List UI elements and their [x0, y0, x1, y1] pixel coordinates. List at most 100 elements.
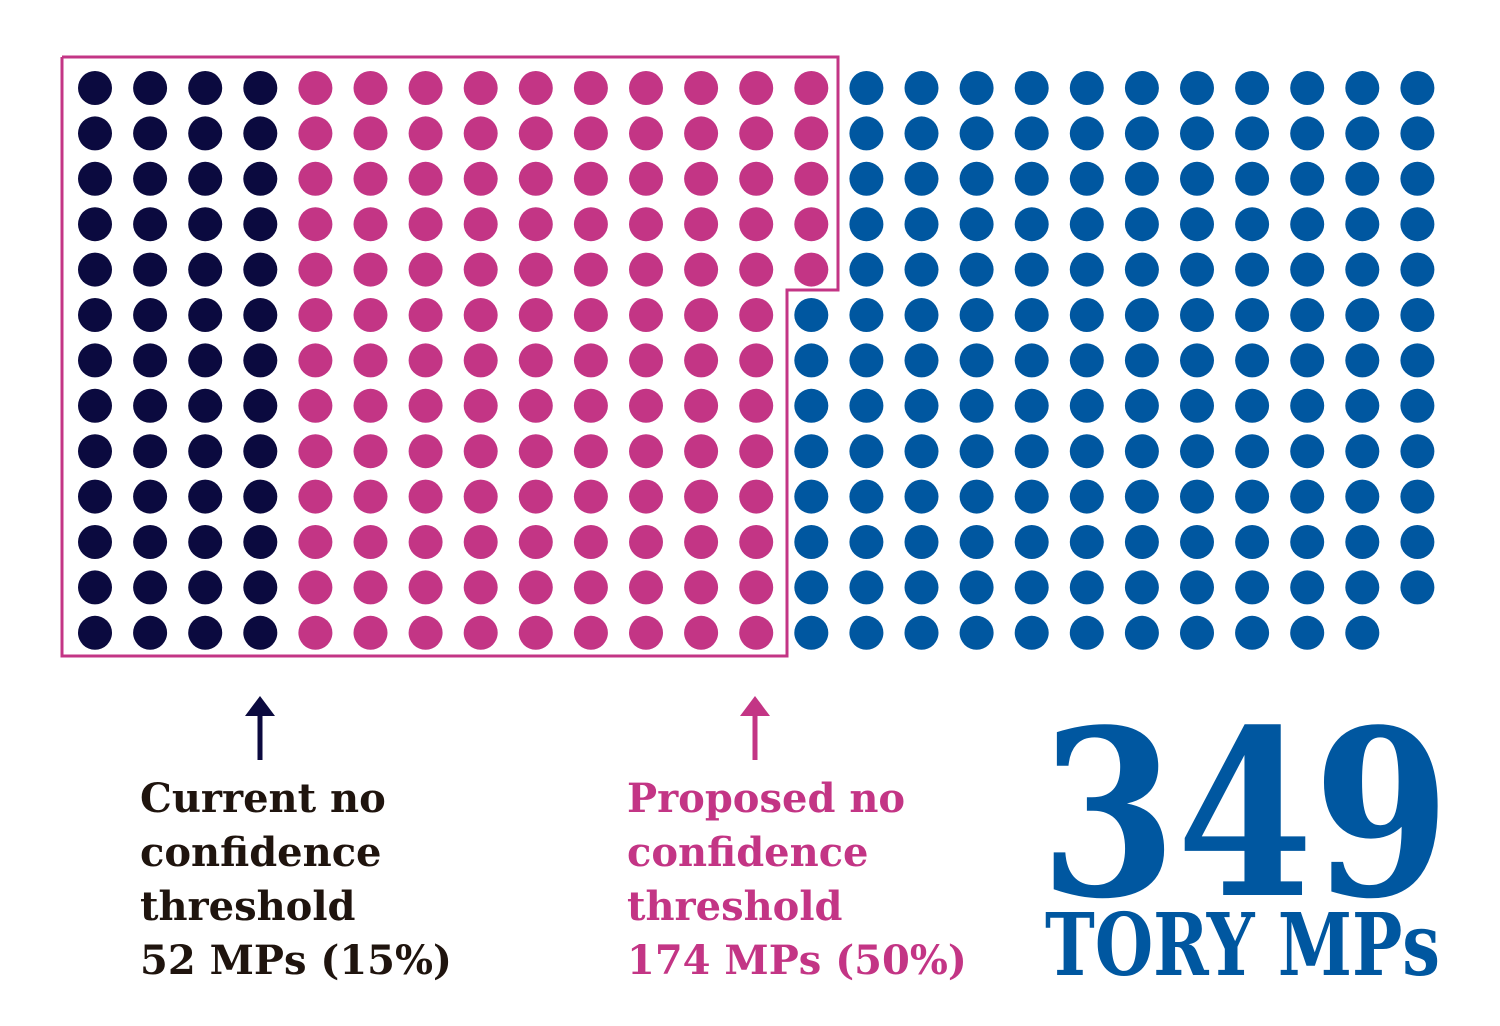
- dot: [1345, 71, 1380, 105]
- dot: [1400, 570, 1435, 605]
- dot: [298, 298, 333, 332]
- dot: [1014, 570, 1049, 605]
- total-label: TORY MPs: [1045, 895, 1440, 996]
- dot: [243, 570, 278, 605]
- dot: [298, 479, 333, 514]
- dot: [849, 525, 884, 559]
- dot: [463, 161, 498, 196]
- dot: [353, 570, 388, 605]
- dot: [353, 298, 388, 332]
- dot: [1124, 343, 1159, 378]
- dot: [739, 161, 774, 196]
- dot: [298, 388, 333, 423]
- dot: [408, 71, 443, 105]
- dot: [1124, 116, 1159, 151]
- label-line: Proposed no: [627, 775, 905, 822]
- dot: [629, 161, 663, 196]
- dot: [1124, 161, 1159, 196]
- dot: [243, 343, 278, 378]
- dot: [1069, 252, 1104, 287]
- dot: [408, 615, 443, 650]
- dot: [353, 343, 388, 378]
- dot: [133, 570, 168, 605]
- dot: [518, 343, 553, 378]
- dot: [959, 161, 994, 196]
- dot: [794, 298, 829, 332]
- dot: [573, 116, 608, 151]
- dot: [1124, 615, 1159, 650]
- dot: [1290, 615, 1325, 650]
- dot: [1235, 161, 1270, 196]
- dot: [1290, 298, 1325, 332]
- dot: [243, 252, 278, 287]
- dot: [133, 615, 168, 650]
- dot: [518, 298, 553, 332]
- dot: [1235, 525, 1270, 559]
- dot: [739, 388, 774, 423]
- dot: [1014, 343, 1049, 378]
- dot: [243, 388, 278, 423]
- dot: [188, 388, 223, 423]
- dot: [518, 570, 553, 605]
- dot: [1345, 388, 1380, 423]
- dot: [573, 388, 608, 423]
- dot: [133, 525, 168, 559]
- dot: [959, 298, 994, 332]
- dot: [188, 343, 223, 378]
- dot: [78, 479, 112, 514]
- dot: [353, 525, 388, 559]
- dot: [1014, 116, 1049, 151]
- dot: [78, 116, 112, 151]
- dot: [518, 388, 553, 423]
- dot: [1124, 525, 1159, 559]
- dot: [904, 615, 939, 650]
- dot: [353, 388, 388, 423]
- dot: [1124, 434, 1159, 469]
- dot: [188, 525, 223, 559]
- dot: [739, 525, 774, 559]
- dot: [518, 434, 553, 469]
- dot-group: [298, 71, 829, 650]
- dot: [1180, 525, 1214, 559]
- dot: [463, 570, 498, 605]
- dot: [794, 71, 829, 105]
- dot: [1069, 116, 1104, 151]
- label-line: Current no: [140, 775, 386, 822]
- dot: [959, 434, 994, 469]
- dot: [243, 298, 278, 332]
- dot: [959, 525, 994, 559]
- dot: [463, 525, 498, 559]
- dot: [573, 298, 608, 332]
- dot: [78, 388, 112, 423]
- dot: [849, 388, 884, 423]
- dot: [849, 615, 884, 650]
- dot: [298, 615, 333, 650]
- dot: [243, 161, 278, 196]
- dot: [133, 434, 168, 469]
- dot: [408, 298, 443, 332]
- dot: [298, 252, 333, 287]
- dot: [78, 207, 112, 242]
- dot: [188, 479, 223, 514]
- dot: [739, 479, 774, 514]
- dot: [684, 116, 719, 151]
- dot: [353, 161, 388, 196]
- dot: [684, 298, 719, 332]
- dot: [1400, 434, 1435, 469]
- dot: [243, 434, 278, 469]
- dot: [849, 207, 884, 242]
- dot: [1290, 71, 1325, 105]
- dot: [629, 434, 663, 469]
- label-line: threshold: [140, 883, 356, 930]
- dot: [629, 71, 663, 105]
- proposed-arrow: [740, 696, 770, 760]
- dot: [1069, 161, 1104, 196]
- dot: [849, 161, 884, 196]
- dot: [794, 161, 829, 196]
- dot: [243, 207, 278, 242]
- dot: [408, 161, 443, 196]
- dot: [739, 207, 774, 242]
- dot: [1014, 298, 1049, 332]
- dot: [518, 479, 553, 514]
- dot: [1014, 252, 1049, 287]
